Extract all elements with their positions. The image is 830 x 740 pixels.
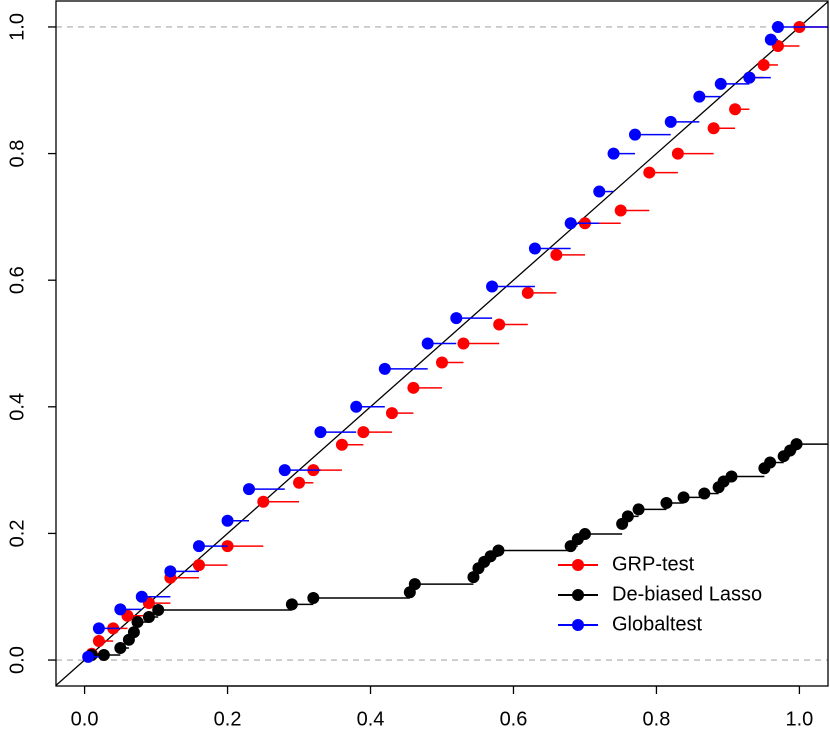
y-tick-label: 0.4 <box>6 393 28 421</box>
data-point <box>693 90 706 103</box>
data-point <box>135 590 148 603</box>
data-point <box>564 217 577 230</box>
data-point <box>278 464 291 477</box>
data-point <box>97 648 110 661</box>
data-point <box>698 487 711 500</box>
legend-marker <box>572 589 584 601</box>
data-point <box>92 622 105 635</box>
data-point <box>192 540 205 553</box>
data-point <box>436 356 448 369</box>
data-point <box>493 318 506 331</box>
data-point <box>643 166 656 179</box>
x-tick-label: 0.8 <box>643 708 671 730</box>
data-point <box>293 476 306 489</box>
x-tick-label: 0.0 <box>71 708 99 730</box>
data-point <box>614 204 627 217</box>
data-point <box>357 426 370 439</box>
data-point <box>82 650 95 663</box>
data-point <box>127 626 140 639</box>
x-tick-label: 0.4 <box>357 708 385 730</box>
data-point <box>790 438 803 451</box>
data-point <box>771 20 784 33</box>
x-tick-label: 1.0 <box>786 708 814 730</box>
data-point <box>729 103 742 116</box>
data-point <box>152 604 165 617</box>
data-point <box>743 71 756 84</box>
data-point <box>550 248 563 261</box>
data-point <box>142 610 155 623</box>
data-point <box>707 122 720 135</box>
data-point <box>192 559 205 572</box>
legend-label: Globaltest <box>612 613 702 635</box>
data-point <box>764 33 777 46</box>
data-point <box>714 77 727 90</box>
legend-label: De-biased Lasso <box>612 583 762 605</box>
data-point <box>671 147 684 160</box>
data-point <box>629 128 641 141</box>
legend-marker <box>572 619 584 631</box>
data-point <box>457 337 470 350</box>
data-point <box>450 312 463 325</box>
data-point <box>421 337 434 350</box>
data-point <box>221 514 234 527</box>
data-point <box>385 407 398 420</box>
data-point <box>243 483 255 496</box>
data-point <box>528 242 541 255</box>
x-tick-label: 0.2 <box>214 708 242 730</box>
data-point <box>131 616 144 629</box>
y-tick-label: 0.0 <box>6 646 28 674</box>
data-point <box>677 491 690 504</box>
data-point <box>764 456 777 469</box>
y-tick-label: 0.2 <box>6 520 28 548</box>
y-tick-label: 1.0 <box>6 13 28 41</box>
data-point <box>114 603 127 616</box>
x-tick-label: 0.6 <box>500 708 528 730</box>
data-point <box>407 381 420 394</box>
data-point <box>486 280 499 293</box>
legend-marker <box>572 559 584 571</box>
y-tick-label: 0.8 <box>6 140 28 168</box>
data-point <box>664 115 677 128</box>
data-point <box>632 503 645 516</box>
data-point <box>164 565 177 578</box>
data-point <box>335 438 348 451</box>
data-point <box>257 495 270 508</box>
data-point <box>593 185 606 198</box>
data-point <box>492 544 505 557</box>
data-point <box>350 400 363 413</box>
data-point <box>92 635 105 648</box>
data-point <box>314 426 327 439</box>
y-tick-label: 0.6 <box>6 266 28 294</box>
legend-label: GRP-test <box>612 553 695 575</box>
data-point <box>408 578 421 591</box>
data-point <box>467 571 480 584</box>
data-point <box>578 528 591 541</box>
data-point <box>621 510 634 523</box>
data-point <box>757 58 770 71</box>
data-point <box>114 642 127 655</box>
data-point <box>285 598 298 611</box>
data-point <box>307 592 320 605</box>
plot-area <box>56 1 828 686</box>
data-point <box>378 362 391 375</box>
data-point <box>607 147 620 160</box>
data-point <box>725 470 738 483</box>
data-point <box>521 286 534 299</box>
data-point <box>660 497 673 510</box>
